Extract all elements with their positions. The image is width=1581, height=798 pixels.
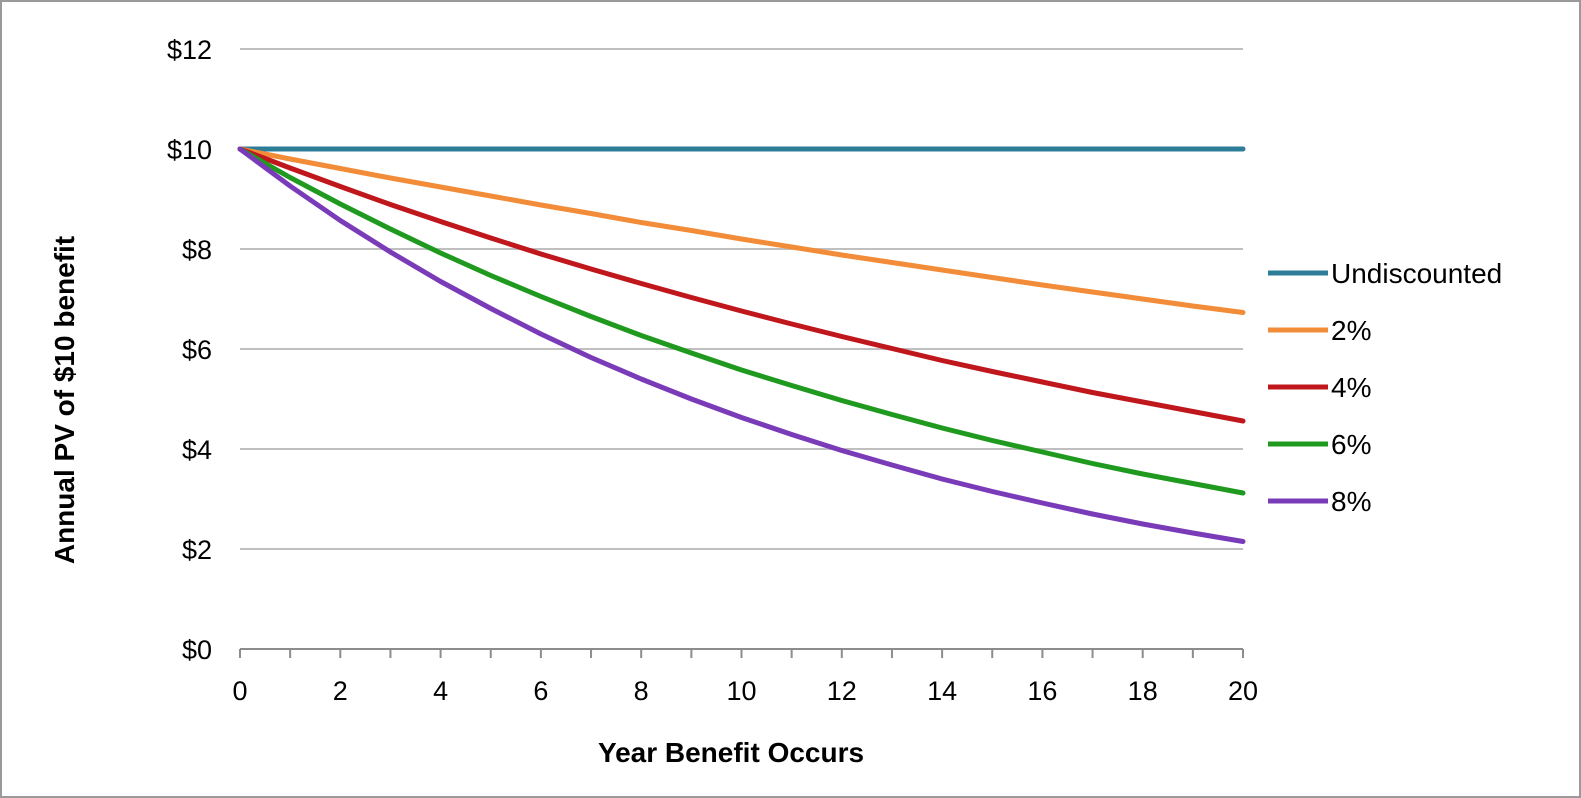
x-tick-label: 14 <box>927 676 957 706</box>
series-line-6-pct <box>237 146 1246 496</box>
x-tick-label: 2 <box>333 676 348 706</box>
legend-item-4-pct: 4% <box>1268 372 1371 403</box>
x-axis-title: Year Benefit Occurs <box>598 737 864 768</box>
gridlines <box>240 48 1243 550</box>
y-tick-label: $12 <box>167 35 212 65</box>
x-tick-label: 8 <box>634 676 649 706</box>
legend-item-2-pct: 2% <box>1268 315 1371 346</box>
legend-item-6-pct: 6% <box>1268 429 1371 460</box>
y-tick-labels: $0 $2 $4 $6 $8 $10 $12 <box>167 35 212 665</box>
x-tick-label: 6 <box>533 676 548 706</box>
x-tick-label: 0 <box>232 676 247 706</box>
series-line-8-pct <box>237 146 1246 544</box>
legend-item-undiscounted: Undiscounted <box>1268 258 1502 289</box>
x-tick-label: 18 <box>1128 676 1158 706</box>
series-line-4-pct <box>237 146 1246 424</box>
x-tick-label: 4 <box>433 676 448 706</box>
legend-label: 8% <box>1331 486 1371 517</box>
legend-label: 2% <box>1331 315 1371 346</box>
legend-item-8-pct: 8% <box>1268 486 1371 517</box>
y-tick-label: $8 <box>182 235 212 265</box>
series-line-2-pct <box>237 146 1246 315</box>
y-tick-label: $4 <box>182 435 212 465</box>
y-axis-title: Annual PV of $10 benefit <box>49 236 80 564</box>
legend: Undiscounted 2% 4% 6% 8% <box>1268 258 1502 517</box>
y-tick-label: $6 <box>182 335 212 365</box>
series-lines <box>237 146 1246 544</box>
x-tick-label: 10 <box>726 676 756 706</box>
legend-label: 6% <box>1331 429 1371 460</box>
legend-label: 4% <box>1331 372 1371 403</box>
x-axis <box>239 648 1244 658</box>
y-tick-label: $0 <box>182 635 212 665</box>
x-tick-label: 20 <box>1228 676 1258 706</box>
x-tick-labels: 0 2 4 6 8 10 12 14 16 18 20 <box>232 676 1258 706</box>
y-tick-label: $2 <box>182 535 212 565</box>
x-tick-label: 16 <box>1027 676 1057 706</box>
y-tick-label: $10 <box>167 135 212 165</box>
legend-label: Undiscounted <box>1331 258 1502 289</box>
x-tick-label: 12 <box>827 676 857 706</box>
